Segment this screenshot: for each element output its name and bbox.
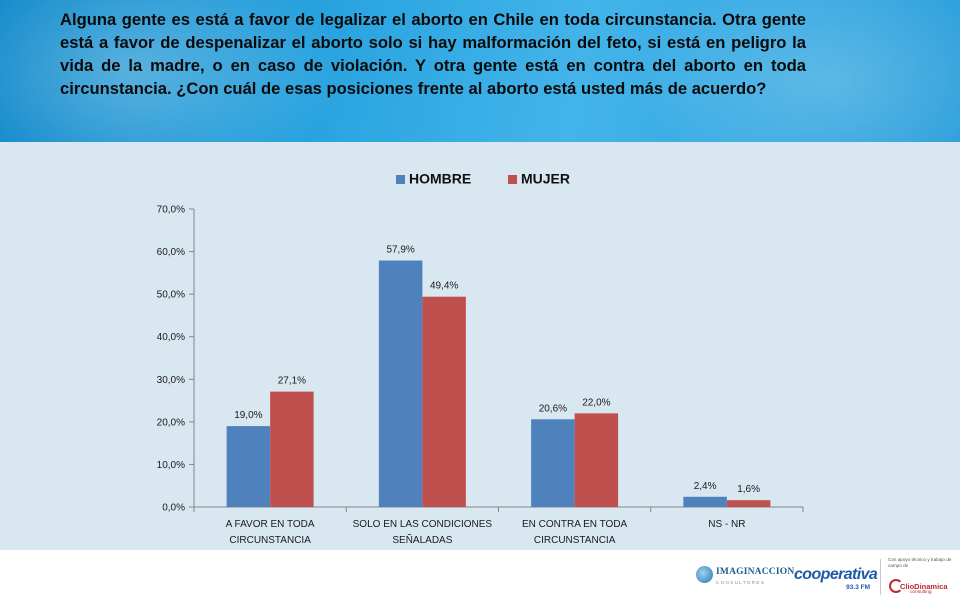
x-category-label: SEÑALADAS — [392, 533, 452, 546]
imaginaccion-globe-icon — [696, 566, 713, 583]
y-tick-label: 50,0% — [157, 290, 185, 301]
bar-value-label: 22,0% — [582, 397, 610, 408]
y-tick-label: 30,0% — [157, 375, 185, 386]
y-tick-label: 10,0% — [157, 460, 185, 471]
x-category-label: NS - NR — [708, 519, 745, 530]
bar-chart-panel: 0,0% 10,0% 20,0% 30,0% 40,0% 50,0% 60,0% 70,0% 1… — [0, 142, 960, 550]
bar-chart: 0,0% 10,0% 20,0% 30,0% 40,0% 50,0% 60,0% 70,0% 1… — [157, 171, 804, 546]
cooperativa-frequency: 93.3 FM — [846, 584, 870, 591]
imaginaccion-logo: IMAGINACCION CONSULTORES — [696, 562, 794, 594]
x-category-label: CIRCUNSTANCIA — [534, 535, 616, 546]
x-category-label: A FAVOR EN TODA — [226, 519, 315, 530]
legend-label-mujer: MUJER — [521, 171, 570, 187]
cooperativa-logo: cooperativa 93.3 FM — [794, 562, 878, 594]
bar-hombre — [683, 496, 727, 507]
survey-question: Alguna gente es está a favor de legaliza… — [60, 10, 806, 98]
bar-value-label: 27,1% — [278, 376, 306, 387]
bar-mujer — [270, 391, 314, 507]
bar-value-label: 2,4% — [694, 481, 717, 492]
bar-hombre — [378, 260, 423, 507]
imaginaccion-name: IMAGINACCION — [716, 567, 795, 577]
legend-swatch-mujer — [508, 175, 517, 184]
logo-divider — [880, 559, 881, 595]
cliodinamica-mark-icon — [889, 579, 903, 593]
sponsor-logos: IMAGINACCION CONSULTORES cooperativa 93.… — [684, 553, 960, 600]
bar-value-label: 57,9% — [386, 245, 414, 256]
bar-mujer — [422, 296, 466, 507]
legend-label-hombre: HOMBRE — [409, 171, 471, 187]
bar-value-label: 49,4% — [430, 281, 458, 292]
legend-swatch-hombre — [396, 175, 405, 184]
x-category-label: EN CONTRA EN TODA — [522, 519, 628, 530]
cliodinamica-support-note: Con apoyo técnico y trabajo de campo de — [888, 557, 952, 568]
y-tick-label: 40,0% — [157, 332, 185, 343]
bar-mujer — [574, 413, 619, 507]
question-header: Alguna gente es está a favor de legaliza… — [0, 0, 960, 142]
cliodinamica-name: ClioDinamica — [900, 582, 948, 591]
bar-value-label: 20,6% — [539, 403, 567, 414]
x-category-label: CIRCUNSTANCIA — [229, 535, 311, 546]
bar-hombre — [226, 426, 271, 507]
y-tick-label: 20,0% — [157, 417, 185, 428]
cliodinamica-subtitle: consulting — [910, 590, 932, 595]
y-tick-label: 70,0% — [157, 205, 185, 216]
bar-value-label: 19,0% — [234, 410, 262, 421]
bar-value-label: 1,6% — [737, 484, 760, 495]
imaginaccion-subtitle: CONSULTORES — [716, 580, 766, 585]
bar-hombre — [531, 419, 575, 507]
y-tick-label: 0,0% — [162, 503, 185, 514]
cliodinamica-logo: Con apoyo técnico y trabajo de campo de … — [888, 557, 958, 597]
x-category-label: SOLO EN LAS CONDICIONES — [353, 519, 493, 530]
y-tick-label: 60,0% — [157, 247, 185, 258]
bar-mujer — [726, 500, 771, 507]
cooperativa-name: cooperativa — [794, 566, 878, 583]
